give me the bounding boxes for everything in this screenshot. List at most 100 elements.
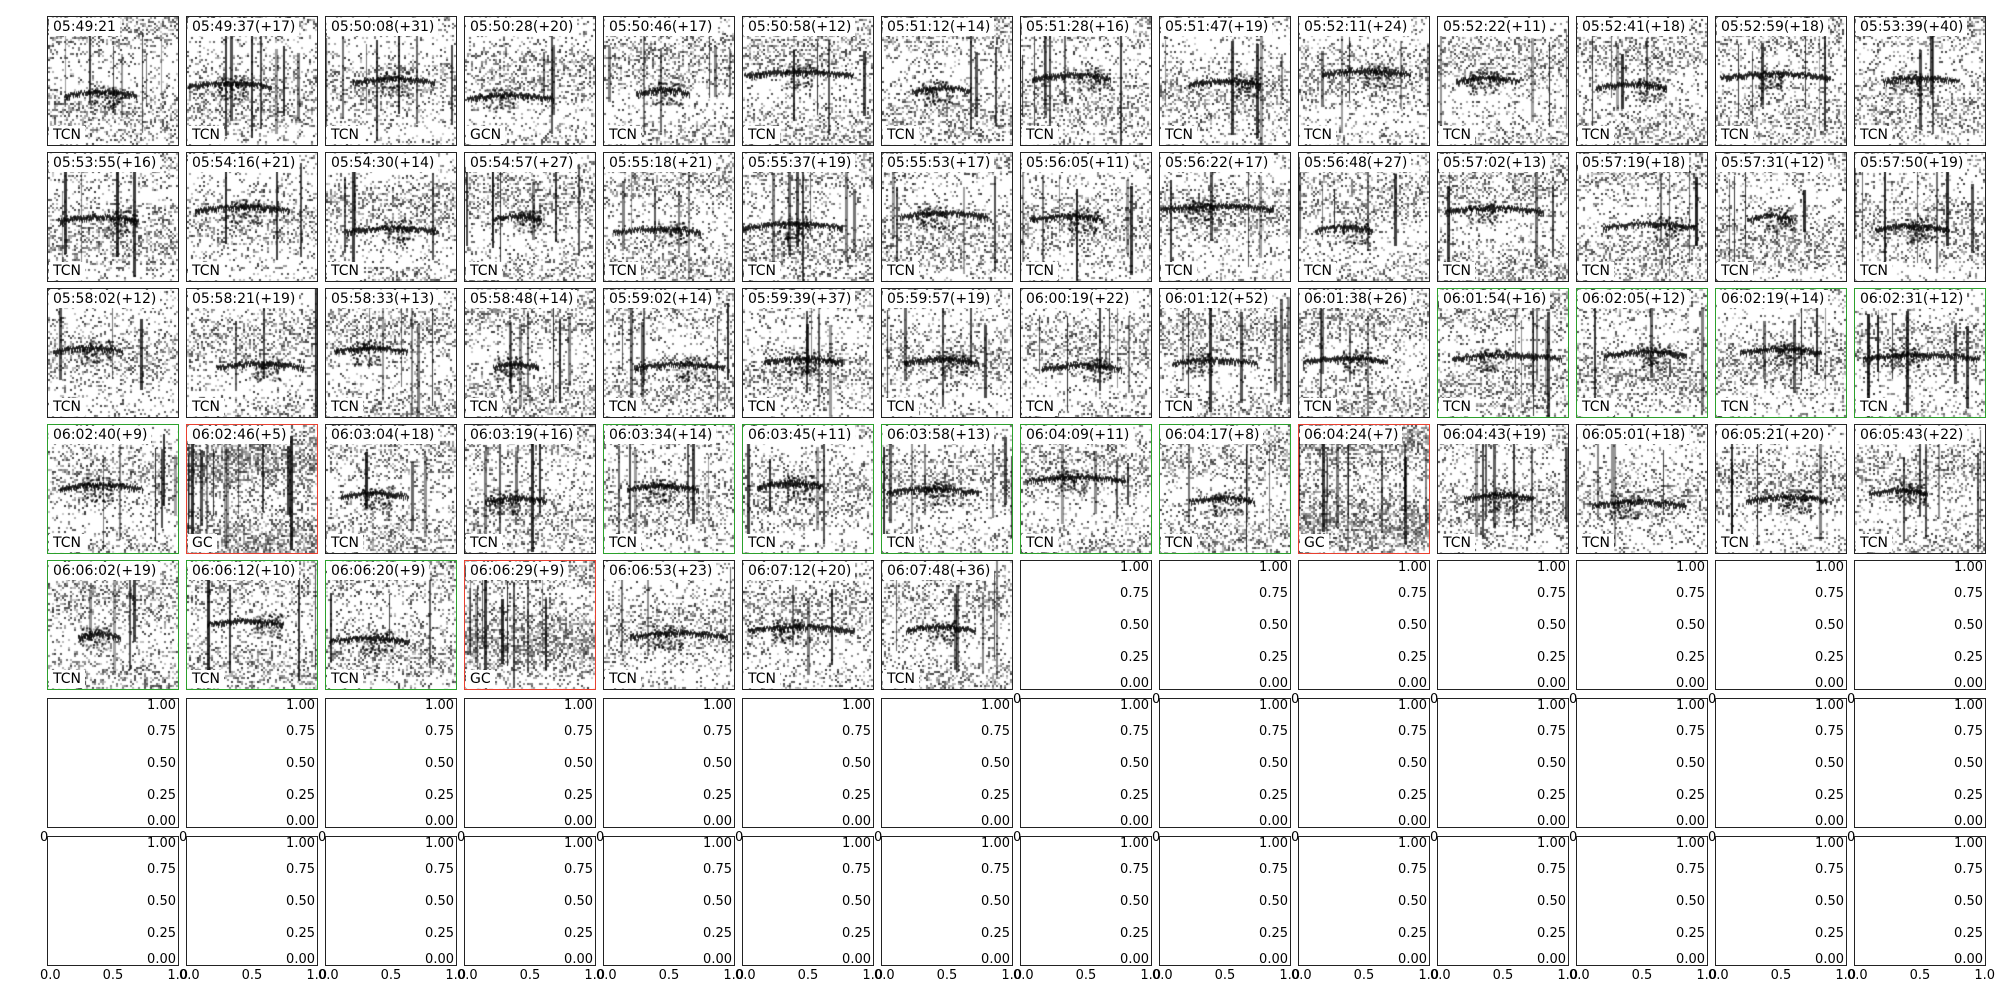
spectrogram-tile[interactable]: 05:52:11(+24) TCN <box>1298 16 1430 146</box>
y-tick-label: 0.25 <box>564 788 593 803</box>
timestamp-label: 05:49:21 <box>49 18 120 36</box>
y-tick-label: 0.75 <box>1676 862 1705 877</box>
spectrogram-tile[interactable]: 05:58:02(+12) TCN <box>47 288 179 418</box>
spectrogram-tile[interactable]: 06:03:58(+13) TCN <box>881 424 1013 554</box>
spectrogram-tile[interactable]: 06:02:46(+5) GC <box>186 424 318 554</box>
spectrogram-image <box>1160 289 1290 417</box>
spectrogram-tile[interactable]: 05:50:08(+31) TCN <box>325 16 457 146</box>
spectrogram-tile[interactable]: 05:57:19(+18) TCN <box>1576 152 1708 282</box>
species-label: TCN <box>1856 534 1892 552</box>
spectrogram-tile[interactable]: 05:57:50(+19) TCN <box>1854 152 1986 282</box>
spectrogram-tile[interactable]: 05:51:12(+14) TCN <box>881 16 1013 146</box>
spectrogram-image <box>48 425 178 553</box>
spectrogram-tile[interactable]: 06:05:01(+18) TCN <box>1576 424 1708 554</box>
spectrogram-tile[interactable]: 05:59:57(+19) TCN <box>881 288 1013 418</box>
y-tick-label: 0.50 <box>286 756 315 771</box>
spectrogram-tile[interactable]: 05:55:53(+17) TCN <box>881 152 1013 282</box>
spectrogram-tile[interactable]: 06:07:12(+20) TCN <box>742 560 874 690</box>
y-tick-label: 1.00 <box>1676 698 1705 713</box>
y-tick-label: 1.00 <box>1259 698 1288 713</box>
spectrogram-tile[interactable]: 06:06:53(+23) TCN <box>603 560 735 690</box>
spectrogram-tile[interactable]: 06:06:20(+9) TCN <box>325 560 457 690</box>
y-tick-label: 1.00 <box>1815 698 1844 713</box>
spectrogram-tile[interactable]: 05:57:31(+12) TCN <box>1715 152 1847 282</box>
spectrogram-tile[interactable]: 06:01:38(+26) TCN <box>1298 288 1430 418</box>
y-tick-label: 1.00 <box>564 698 593 713</box>
spectrogram-tile[interactable]: 06:03:45(+11) TCN <box>742 424 874 554</box>
spectrogram-tile[interactable]: 05:55:37(+19) TCN <box>742 152 874 282</box>
spectrogram-tile[interactable]: 05:52:22(+11) TCN <box>1437 16 1569 146</box>
spectrogram-tile[interactable]: 06:03:34(+14) TCN <box>603 424 735 554</box>
spectrogram-tile[interactable]: 06:04:24(+7) GC <box>1298 424 1430 554</box>
spectrogram-tile[interactable]: 06:01:54(+16) TCN <box>1437 288 1569 418</box>
spectrogram-tile[interactable]: 05:53:39(+40) TCN <box>1854 16 1986 146</box>
spectrogram-image <box>465 153 595 281</box>
y-tick-label: 0.50 <box>1815 618 1844 633</box>
spectrogram-tile[interactable]: 05:50:46(+17) TCN <box>603 16 735 146</box>
spectrogram-tile[interactable]: 05:59:39(+37) TCN <box>742 288 874 418</box>
y-tick-label: 0.25 <box>1259 788 1288 803</box>
x-tick-label: 0 <box>1569 692 1578 707</box>
spectrogram-image <box>743 289 873 417</box>
spectrogram-tile[interactable]: 05:54:57(+27) TCN <box>464 152 596 282</box>
empty-axes: 1.00 0.75 0.50 0.25 0.00 0.0 0.5 1.0 <box>40 836 188 982</box>
spectrogram-tile[interactable]: 06:01:12(+52) TCN <box>1159 288 1291 418</box>
spectrogram-tile[interactable]: 06:02:19(+14) TCN <box>1715 288 1847 418</box>
empty-axes: 1.00 0.75 0.50 0.25 0.00 0 <box>1152 698 1291 844</box>
spectrogram-tile[interactable]: 05:58:48(+14) TCN <box>464 288 596 418</box>
spectrogram-tile[interactable]: 06:06:29(+9) GC <box>464 560 596 690</box>
spectrogram-tile[interactable]: 05:53:55(+16) TCN <box>47 152 179 282</box>
spectrogram-tile[interactable]: 05:52:59(+18) TCN <box>1715 16 1847 146</box>
spectrogram-tile[interactable]: 06:03:19(+16) TCN <box>464 424 596 554</box>
spectrogram-tile[interactable]: 06:02:31(+12) TCN <box>1854 288 1986 418</box>
spectrogram-tile[interactable]: 05:56:22(+17) TCN <box>1159 152 1291 282</box>
empty-axes: 1.00 0.75 0.50 0.25 0.00 0.0 0.5 1.0 <box>457 836 605 982</box>
spectrogram-tile[interactable]: 06:02:05(+12) TCN <box>1576 288 1708 418</box>
spectrogram-tile[interactable]: 05:58:33(+13) TCN <box>325 288 457 418</box>
spectrogram-tile[interactable]: 05:54:16(+21) TCN <box>186 152 318 282</box>
spectrogram-tile[interactable]: 06:07:48(+36) TCN <box>881 560 1013 690</box>
spectrogram-tile[interactable]: 06:06:02(+19) TCN <box>47 560 179 690</box>
spectrogram-tile[interactable]: 05:52:41(+18) TCN <box>1576 16 1708 146</box>
y-tick-label: 0.50 <box>1676 756 1705 771</box>
species-label: TCN <box>1717 262 1753 280</box>
spectrogram-tile[interactable]: 06:05:43(+22) TCN <box>1854 424 1986 554</box>
spectrogram-tile[interactable]: 05:56:48(+27) TCN <box>1298 152 1430 282</box>
spectrogram-tile[interactable]: 05:56:05(+11) TCN <box>1020 152 1152 282</box>
species-label: TCN <box>883 534 919 552</box>
spectrogram-tile[interactable]: 06:02:40(+9) TCN <box>47 424 179 554</box>
spectrogram-tile[interactable]: 05:51:47(+19) TCN <box>1159 16 1291 146</box>
spectrogram-tile[interactable]: 05:58:21(+19) TCN <box>186 288 318 418</box>
x-tick-label: 0.5 <box>1770 968 1792 983</box>
spectrogram-tile[interactable]: 05:50:58(+12) TCN <box>742 16 874 146</box>
spectrogram-tile[interactable]: 05:49:21 TCN <box>47 16 179 146</box>
spectrogram-tile[interactable]: 05:49:37(+17) TCN <box>186 16 318 146</box>
x-tick-label: 0 <box>1847 692 1856 707</box>
y-tick-label: 1.00 <box>1259 560 1288 575</box>
species-label: TCN <box>744 670 780 688</box>
spectrogram-tile[interactable]: 06:03:04(+18) TCN <box>325 424 457 554</box>
timestamp-label: 06:03:58(+13) <box>883 426 995 444</box>
spectrogram-image <box>326 425 456 553</box>
spectrogram-image <box>1855 289 1985 417</box>
spectrogram-tile[interactable]: 05:51:28(+16) TCN <box>1020 16 1152 146</box>
spectrogram-tile[interactable]: 05:55:18(+21) TCN <box>603 152 735 282</box>
spectrogram-tile[interactable]: 06:04:17(+8) TCN <box>1159 424 1291 554</box>
spectrogram-tile[interactable]: 06:04:43(+19) TCN <box>1437 424 1569 554</box>
spectrogram-image <box>1438 289 1568 417</box>
empty-axes: 1.00 0.75 0.50 0.25 0.00 0 <box>1291 698 1430 844</box>
spectrogram-tile[interactable]: 05:50:28(+20) GCN <box>464 16 596 146</box>
spectrogram-tile[interactable]: 05:54:30(+14) TCN <box>325 152 457 282</box>
y-tick-label: 0.75 <box>703 724 732 739</box>
y-tick-label: 0.25 <box>981 788 1010 803</box>
spectrogram-tile[interactable]: 06:04:09(+11) TCN <box>1020 424 1152 554</box>
y-tick-label: 0.00 <box>1398 814 1427 829</box>
spectrogram-tile[interactable]: 05:57:02(+13) TCN <box>1437 152 1569 282</box>
timestamp-label: 05:56:48(+27) <box>1300 154 1412 172</box>
spectrogram-tile[interactable]: 05:59:02(+14) TCN <box>603 288 735 418</box>
spectrogram-tile[interactable]: 06:06:12(+10) TCN <box>186 560 318 690</box>
y-tick-label: 1.00 <box>1120 560 1149 575</box>
y-tick-label: 0.75 <box>147 724 176 739</box>
spectrogram-tile[interactable]: 06:00:19(+22) TCN <box>1020 288 1152 418</box>
spectrogram-tile[interactable]: 06:05:21(+20) TCN <box>1715 424 1847 554</box>
